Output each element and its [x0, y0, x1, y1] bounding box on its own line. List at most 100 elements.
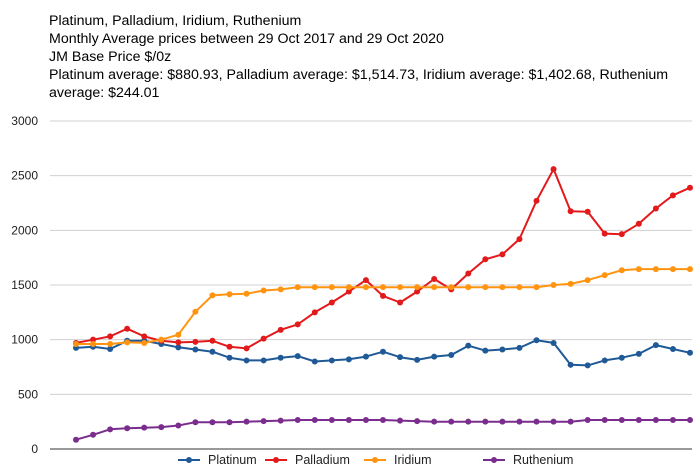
data-point-platinum	[567, 361, 574, 368]
data-point-palladium	[465, 270, 472, 277]
data-point-platinum	[380, 348, 386, 355]
data-point-platinum	[618, 354, 625, 361]
data-point-ruthenium	[158, 424, 165, 431]
data-point-palladium	[584, 208, 591, 215]
data-point-palladium	[533, 197, 540, 204]
data-point-iridium	[431, 284, 438, 291]
data-point-platinum	[345, 356, 352, 363]
data-point-palladium	[260, 335, 267, 342]
data-point-iridium	[533, 284, 540, 291]
data-point-platinum	[175, 344, 182, 351]
data-point-iridium	[635, 266, 642, 273]
series-lines	[75, 168, 691, 441]
data-point-iridium	[243, 290, 250, 297]
chart-title-line-3: JM Base Price $/0z	[49, 49, 172, 65]
y-tick-label: 500	[18, 387, 38, 401]
legend: Platinum Palladium Iridium Ruthenium	[178, 453, 573, 467]
data-point-ruthenium	[482, 418, 489, 425]
data-point-iridium	[465, 284, 472, 291]
data-point-iridium	[516, 284, 523, 291]
data-point-platinum	[533, 337, 540, 344]
data-point-iridium	[311, 284, 318, 291]
data-point-palladium	[362, 277, 369, 284]
data-point-platinum	[465, 342, 472, 349]
legend-swatch-marker	[372, 457, 378, 463]
data-point-platinum	[209, 348, 216, 355]
data-point-ruthenium	[124, 425, 131, 432]
data-point-ruthenium	[397, 417, 404, 424]
series-line-palladium	[75, 168, 691, 350]
data-point-iridium	[499, 284, 506, 291]
data-point-iridium	[584, 277, 591, 284]
data-point-palladium	[209, 337, 216, 344]
data-point-platinum	[107, 345, 114, 352]
data-point-ruthenium	[635, 417, 642, 424]
data-point-palladium	[90, 336, 97, 343]
data-point-palladium	[550, 166, 557, 173]
chart-title-line-2: Monthly Average prices between 29 Oct 20…	[49, 31, 444, 47]
data-point-palladium	[431, 275, 438, 282]
data-point-ruthenium	[107, 426, 114, 433]
data-point-palladium	[618, 231, 625, 238]
data-point-iridium	[226, 291, 233, 298]
data-point-palladium	[567, 208, 574, 215]
data-point-palladium	[652, 205, 659, 212]
data-point-ruthenium	[652, 417, 659, 424]
y-tick-label: 2000	[11, 223, 38, 237]
data-point-palladium	[175, 339, 182, 346]
data-point-ruthenium	[448, 418, 455, 425]
data-point-platinum	[277, 354, 284, 361]
data-point-palladium	[669, 192, 676, 199]
data-point-palladium	[277, 326, 284, 333]
data-point-platinum	[294, 353, 301, 360]
data-point-platinum	[311, 358, 318, 365]
data-point-palladium	[294, 321, 301, 328]
legend-label-platinum: Platinum	[208, 453, 257, 467]
data-point-palladium	[124, 325, 131, 332]
data-point-iridium	[380, 284, 386, 291]
data-point-ruthenium	[294, 417, 301, 424]
data-point-platinum	[635, 350, 642, 357]
data-point-ruthenium	[601, 417, 608, 424]
data-point-platinum	[516, 344, 523, 351]
data-point-ruthenium	[260, 418, 267, 425]
data-point-ruthenium	[209, 419, 216, 426]
data-point-iridium	[601, 272, 608, 279]
data-point-palladium	[635, 220, 642, 227]
data-point-ruthenium	[669, 417, 676, 424]
data-point-ruthenium	[516, 418, 523, 425]
data-point-platinum	[260, 357, 267, 364]
data-point-ruthenium	[192, 419, 199, 426]
data-point-ruthenium	[311, 417, 318, 424]
data-point-iridium	[124, 339, 131, 346]
legend-label-palladium: Palladium	[295, 453, 350, 467]
data-point-platinum	[687, 349, 693, 356]
data-point-iridium	[175, 331, 182, 338]
data-point-iridium	[73, 341, 79, 348]
data-point-iridium	[209, 292, 216, 299]
data-point-ruthenium	[567, 418, 574, 425]
data-point-palladium	[380, 292, 386, 299]
data-point-iridium	[414, 284, 421, 291]
data-point-ruthenium	[243, 418, 250, 425]
data-point-iridium	[192, 308, 199, 315]
data-point-platinum	[226, 354, 233, 361]
data-point-platinum	[499, 346, 506, 353]
y-tick-label: 0	[31, 442, 38, 456]
data-point-platinum	[431, 353, 438, 360]
data-point-ruthenium	[414, 418, 421, 425]
legend-swatch-marker	[186, 457, 192, 463]
data-point-palladium	[482, 256, 489, 263]
data-point-iridium	[158, 336, 165, 343]
data-point-iridium	[107, 341, 114, 348]
chart-title-line-4: Platinum average: $880.93, Palladium ave…	[49, 67, 669, 101]
data-point-ruthenium	[141, 424, 148, 431]
data-point-ruthenium	[533, 418, 540, 425]
legend-swatch-marker	[273, 457, 279, 463]
data-point-platinum	[243, 357, 250, 364]
data-point-palladium	[601, 230, 608, 237]
data-point-palladium	[107, 333, 114, 340]
data-point-platinum	[414, 356, 421, 363]
data-point-platinum	[482, 347, 489, 354]
data-point-iridium	[141, 339, 148, 346]
